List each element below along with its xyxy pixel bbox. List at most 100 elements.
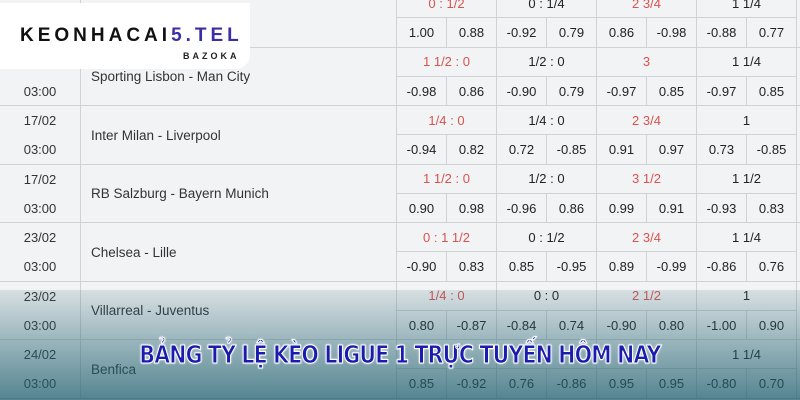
odds-value[interactable]: -0.80 xyxy=(697,369,747,398)
odds-value[interactable]: -0.99 xyxy=(647,252,697,281)
handicap-line: 1 1/2 xyxy=(697,164,797,194)
handicap-line: 1/2 : 0 xyxy=(497,47,597,77)
odds-value[interactable]: 0.86 xyxy=(597,18,647,47)
odds-value[interactable]: -0.92 xyxy=(497,18,547,47)
handicap-line: 2 3/4 xyxy=(597,106,697,135)
odds-value[interactable]: 0.79 xyxy=(547,18,597,47)
odds-value[interactable]: -0.96 xyxy=(497,193,547,223)
odds-value[interactable]: -0.88 xyxy=(697,18,747,47)
odds-value[interactable]: 0.73 xyxy=(697,135,747,164)
handicap-line: 2 3/4 xyxy=(597,0,697,18)
odds-value[interactable]: 0.77 xyxy=(747,18,797,47)
handicap-line: 1/4 : 0 xyxy=(397,106,497,135)
match-date: 17/02 xyxy=(23,113,57,128)
handicap-line: 1 1/2 : 0 xyxy=(397,164,497,194)
odds-value[interactable]: 0.91 xyxy=(647,193,697,223)
match-name[interactable]: RB Salzburg - Bayern Munich xyxy=(80,164,397,223)
banner-title: BẢNG TỶ LỆ KÈO LIGUE 1 TRỰC TUYẾN HÔM NA… xyxy=(139,340,662,370)
match-row[interactable]: 17/02 03:00 Inter Milan - Liverpool 1/4 :… xyxy=(0,106,800,165)
handicap-line: 0 : 1 1/2 xyxy=(397,223,497,252)
odds-value[interactable]: 0.80 xyxy=(397,310,447,340)
handicap-line: 2 1/2 xyxy=(597,281,697,311)
handicap-line: 1/4 : 0 xyxy=(497,106,597,135)
odds-value[interactable]: 0.95 xyxy=(597,369,647,398)
handicap-line: 3 1/2 xyxy=(597,164,697,194)
match-time: 03:00 xyxy=(23,317,57,333)
odds-value[interactable]: 0.86 xyxy=(447,76,497,106)
odds-value[interactable]: 0.95 xyxy=(647,369,697,398)
handicap-line: 0 : 1/2 xyxy=(397,0,497,18)
odds-value[interactable]: -0.92 xyxy=(447,369,497,398)
odds-value[interactable]: -0.90 xyxy=(497,76,547,106)
handicap-line: 1 xyxy=(697,106,797,135)
odds-value[interactable]: 0.76 xyxy=(747,252,797,281)
odds-value[interactable]: 0.83 xyxy=(447,252,497,281)
handicap-line: 0 : 1/2 xyxy=(497,223,597,252)
odds-value[interactable]: -0.90 xyxy=(597,310,647,340)
odds-value[interactable]: 0.91 xyxy=(597,135,647,164)
odds-value[interactable]: 0.72 xyxy=(497,135,547,164)
match-time: 03:00 xyxy=(23,376,57,391)
match-row[interactable]: 17/02 03:00 RB Salzburg - Bayern Munich 1… xyxy=(0,164,800,223)
odds-value[interactable]: -0.85 xyxy=(747,135,797,164)
match-row[interactable]: 23/02 03:00 Chelsea - Lille 0 : 1 1/2 0 : … xyxy=(0,223,800,282)
match-time: 03:00 xyxy=(23,83,57,99)
match-date: 23/02 xyxy=(23,288,57,304)
handicap-line: 1 1/2 : 0 xyxy=(397,47,497,77)
match-date: 24/02 xyxy=(23,347,57,362)
odds-value[interactable]: -0.93 xyxy=(697,193,747,223)
match-row[interactable]: 23/02 03:00 Villarreal - Juventus 1/4 : 0… xyxy=(0,281,800,340)
odds-value[interactable]: 0.80 xyxy=(647,310,697,340)
odds-value[interactable]: 0.89 xyxy=(597,252,647,281)
odds-value[interactable]: 0.70 xyxy=(747,369,797,398)
handicap-line: 1 xyxy=(697,281,797,311)
logo-subtitle: BAZOKA xyxy=(183,51,240,61)
site-logo[interactable]: KEONHACAI5.TEL BAZOKA xyxy=(0,3,250,69)
odds-value[interactable]: -0.95 xyxy=(547,252,597,281)
match-name[interactable]: Villarreal - Juventus xyxy=(80,281,397,340)
odds-value[interactable]: 0.76 xyxy=(497,369,547,398)
odds-value[interactable]: 0.98 xyxy=(447,193,497,223)
odds-value[interactable]: -0.87 xyxy=(447,310,497,340)
odds-value[interactable]: 1.00 xyxy=(397,18,447,47)
odds-value[interactable]: -0.98 xyxy=(647,18,697,47)
odds-value[interactable]: -0.98 xyxy=(397,76,447,106)
odds-value[interactable]: -1.00 xyxy=(697,310,747,340)
odds-value[interactable]: 0.90 xyxy=(747,310,797,340)
odds-value[interactable]: 0.83 xyxy=(747,193,797,223)
odds-value[interactable]: -0.86 xyxy=(547,369,597,398)
match-name[interactable]: Inter Milan - Liverpool xyxy=(80,106,397,164)
odds-value[interactable]: 0.82 xyxy=(447,135,497,164)
match-time: 03:00 xyxy=(23,259,57,274)
match-date: 23/02 xyxy=(23,230,57,245)
odds-value[interactable]: 0.90 xyxy=(397,193,447,223)
odds-value[interactable]: -0.97 xyxy=(597,76,647,106)
handicap-line: 2 3/4 xyxy=(597,223,697,252)
odds-value[interactable]: 0.79 xyxy=(547,76,597,106)
odds-value[interactable]: -0.86 xyxy=(697,252,747,281)
odds-value[interactable]: -0.90 xyxy=(397,252,447,281)
handicap-line: 1 1/4 xyxy=(697,47,797,77)
odds-value[interactable]: 0.86 xyxy=(547,193,597,223)
match-name[interactable]: Chelsea - Lille xyxy=(80,223,397,281)
odds-value[interactable]: 0.85 xyxy=(497,252,547,281)
odds-value[interactable]: 0.74 xyxy=(547,310,597,340)
match-name[interactable]: Sporting Lisbon - Man City xyxy=(80,47,397,106)
handicap-line: 1/4 : 0 xyxy=(397,281,497,311)
odds-value[interactable]: 0.99 xyxy=(597,193,647,223)
handicap-line: 0 : 1/4 xyxy=(497,0,597,18)
odds-value[interactable]: 0.85 xyxy=(647,76,697,106)
odds-value[interactable]: 0.85 xyxy=(397,369,447,398)
handicap-line: 1 1/4 xyxy=(697,223,797,252)
odds-value[interactable]: 0.85 xyxy=(747,76,797,106)
odds-value[interactable]: -0.97 xyxy=(697,76,747,106)
odds-value[interactable]: -0.94 xyxy=(397,135,447,164)
odds-value[interactable]: 0.88 xyxy=(447,18,497,47)
handicap-line: 0 : 0 xyxy=(497,281,597,311)
handicap-line: 1/2 : 0 xyxy=(497,164,597,194)
odds-value[interactable]: -0.84 xyxy=(497,310,547,340)
odds-value[interactable]: 0.97 xyxy=(647,135,697,164)
odds-value[interactable]: -0.85 xyxy=(547,135,597,164)
match-time: 03:00 xyxy=(23,142,57,157)
match-date: 17/02 xyxy=(23,171,57,187)
